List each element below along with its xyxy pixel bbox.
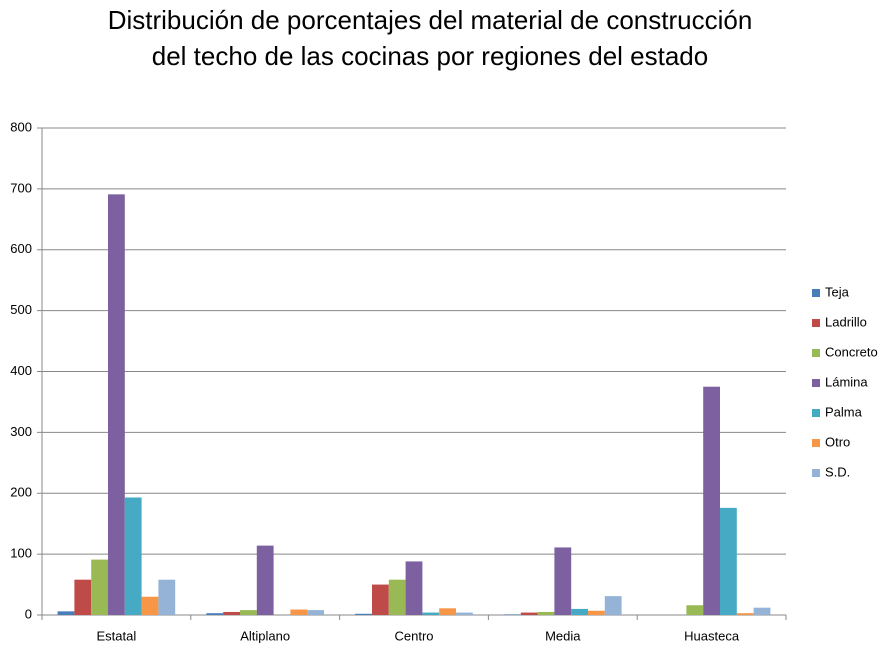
bar [256,545,274,615]
y-tick-label: 100 [10,546,32,561]
legend-label: Lámina [825,374,868,389]
bar [240,610,257,615]
bar [456,612,473,615]
bar [57,611,75,615]
bar [108,194,125,615]
bar [537,611,555,615]
bar [158,579,176,615]
legend-label: Teja [825,284,850,299]
bar [206,613,224,615]
legend-swatch [812,349,820,357]
bar [405,561,423,615]
bar [520,612,538,615]
y-tick-label: 0 [25,606,32,621]
chart-title: Distribución de porcentajes del material… [108,5,753,35]
bar [571,608,588,615]
x-tick-label: Huasteca [684,628,740,643]
legend-swatch [812,469,820,477]
bar [753,607,771,615]
bar [686,605,704,615]
x-tick-label: Estatal [97,628,137,643]
legend-label: S.D. [825,464,850,479]
x-tick-label: Media [545,628,581,643]
bar [290,609,308,615]
chart-title: del techo de las cocinas por regiones de… [152,41,708,71]
bar [91,559,108,615]
legend-label: Otro [825,434,850,449]
bar [124,497,142,615]
bar [439,608,456,615]
legend-swatch [812,409,820,417]
bar [504,614,521,615]
bar [141,596,159,615]
y-tick-label: 500 [10,302,32,317]
bar [736,613,754,615]
legend-label: Concreto [825,344,878,359]
bar [720,507,737,615]
bar [223,611,240,615]
bar [422,612,440,615]
legend-label: Ladrillo [825,314,867,329]
legend-swatch [812,379,820,387]
bar [554,547,572,615]
y-tick-label: 400 [10,363,32,378]
legend-swatch [812,319,820,327]
y-tick-label: 200 [10,485,32,500]
bar [703,386,720,615]
bar [588,610,605,615]
bar [388,579,406,615]
y-tick-label: 800 [10,119,32,134]
bar [355,613,372,615]
x-tick-label: Altiplano [240,628,290,643]
bar [604,596,622,615]
y-tick-label: 700 [10,180,32,195]
bar [74,579,92,615]
legend-swatch [812,289,820,297]
bar [372,584,389,615]
y-tick-label: 300 [10,424,32,439]
legend-swatch [812,439,820,447]
bar [307,610,324,615]
x-tick-label: Centro [394,628,433,643]
y-tick-label: 600 [10,241,32,256]
legend-label: Palma [825,404,863,419]
